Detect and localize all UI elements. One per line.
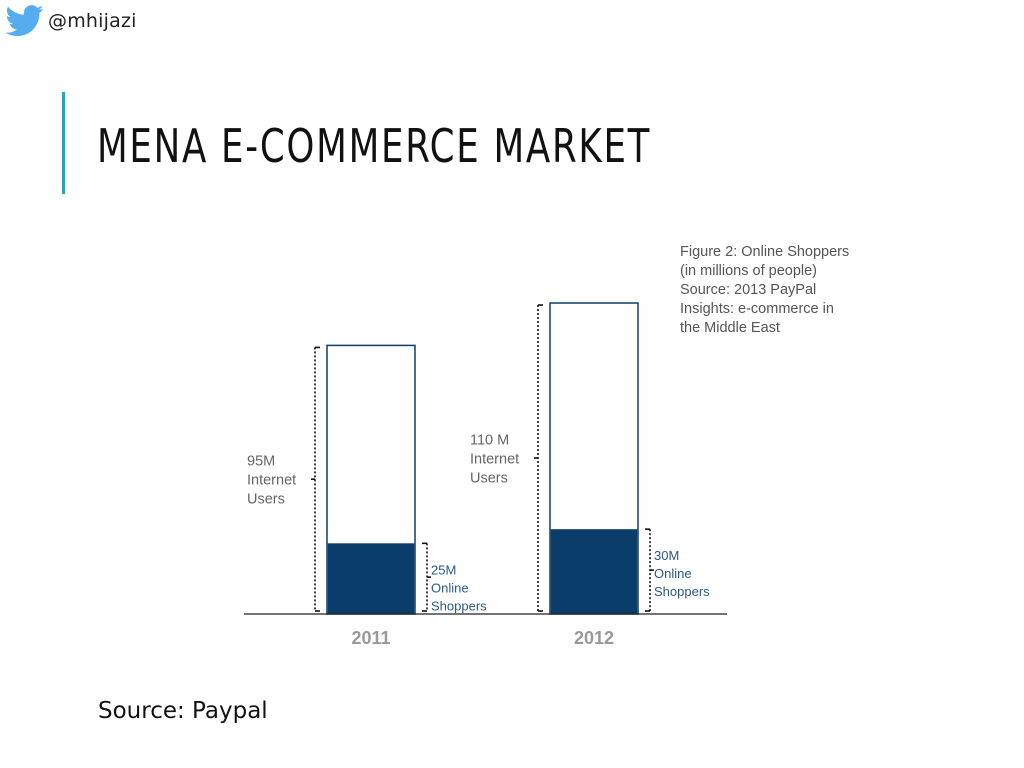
internet-users-label: Users <box>470 471 508 487</box>
internet-users-label: Internet <box>247 473 296 489</box>
bar-online-shoppers-2011 <box>327 543 415 614</box>
online-shoppers-label: Online <box>654 566 692 581</box>
twitter-bird-icon <box>6 5 44 37</box>
title-accent-bar <box>62 92 65 194</box>
online-shoppers-label: Shoppers <box>654 584 710 599</box>
internet-users-label: Users <box>247 492 285 508</box>
caption-line: Source: 2013 PayPal <box>680 282 817 298</box>
bar-online-shoppers-2012 <box>550 529 638 614</box>
handle-text: @mhijazi <box>48 10 137 32</box>
x-tick-label: 2011 <box>351 628 390 648</box>
caption-line: Insights: e-commerce in <box>680 301 834 317</box>
online-shoppers-label: 25M <box>431 562 456 577</box>
internet-users-label: Internet <box>470 452 519 468</box>
internet-users-label: 95M <box>247 454 275 470</box>
caption-line: Figure 2: Online Shoppers <box>680 244 850 260</box>
internet-users-label: 110 M <box>470 433 509 449</box>
figure-caption: Figure 2: Online Shoppers (in millions o… <box>680 243 880 338</box>
x-tick-label: 2012 <box>574 628 614 648</box>
twitter-handle[interactable]: @mhijazi <box>6 4 137 38</box>
caption-line: the Middle East <box>680 320 780 336</box>
bracket-online-shoppers-2011 <box>422 542 431 612</box>
source-note: Source: Paypal <box>98 698 268 724</box>
bracket-internet-users-2011 <box>311 346 320 612</box>
online-shoppers-label: Online <box>431 580 469 595</box>
caption-line: (in millions of people) <box>680 263 818 279</box>
online-shoppers-label: 30M <box>654 548 679 563</box>
bracket-internet-users-2012 <box>534 304 543 612</box>
bracket-online-shoppers-2012 <box>645 528 654 612</box>
online-shoppers-label: Shoppers <box>431 598 487 613</box>
slide-title: MENA E-COMMERCE MARKET <box>97 119 652 173</box>
